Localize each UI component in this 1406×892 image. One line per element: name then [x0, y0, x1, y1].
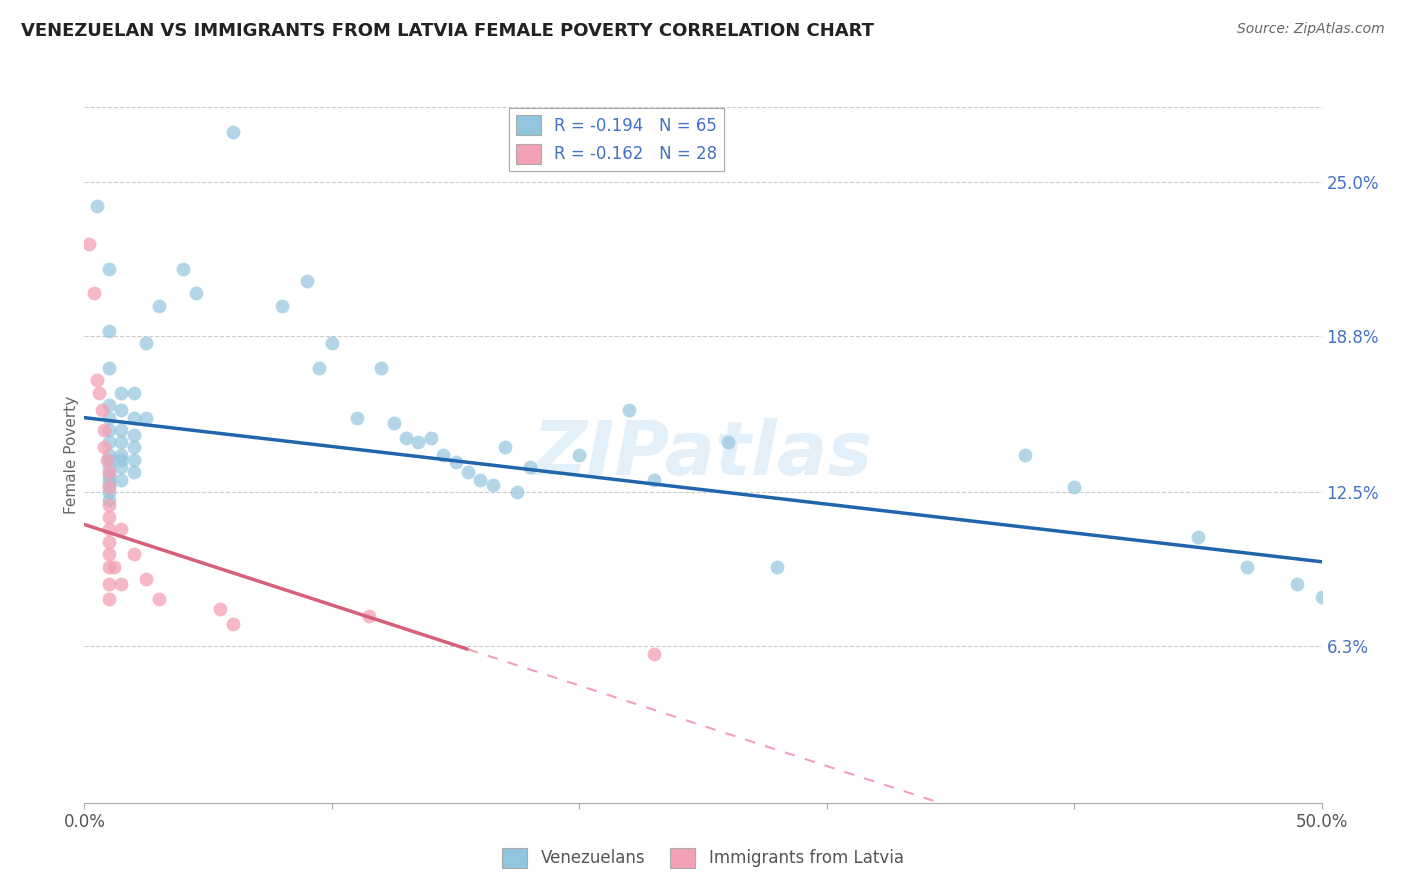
Point: [766, 559, 789, 574]
Point: [98, 435, 121, 450]
Point: [98, 453, 121, 467]
Point: [122, 453, 145, 467]
Point: [321, 336, 343, 351]
Text: Source: ZipAtlas.com: Source: ZipAtlas.com: [1237, 22, 1385, 37]
Point: [643, 647, 665, 661]
Point: [382, 416, 405, 430]
Point: [370, 361, 392, 376]
Point: [98, 559, 121, 574]
Text: ZIPatlas: ZIPatlas: [533, 418, 873, 491]
Point: [98, 466, 121, 480]
Point: [98, 510, 121, 524]
Point: [457, 466, 479, 480]
Point: [98, 480, 121, 494]
Point: [1014, 448, 1036, 462]
Point: [1063, 480, 1085, 494]
Point: [98, 410, 121, 425]
Legend: R = -0.194   N = 65, R = -0.162   N = 28: R = -0.194 N = 65, R = -0.162 N = 28: [509, 109, 724, 170]
Point: [122, 466, 145, 480]
Point: [122, 410, 145, 425]
Point: [135, 572, 157, 586]
Point: [172, 261, 194, 276]
Point: [110, 473, 132, 487]
Point: [419, 431, 441, 445]
Text: VENEZUELAN VS IMMIGRANTS FROM LATVIA FEMALE POVERTY CORRELATION CHART: VENEZUELAN VS IMMIGRANTS FROM LATVIA FEM…: [21, 22, 875, 40]
Point: [209, 602, 232, 616]
Y-axis label: Female Poverty: Female Poverty: [63, 396, 79, 514]
Point: [93, 441, 115, 455]
Point: [470, 473, 492, 487]
Point: [346, 410, 368, 425]
Point: [148, 299, 170, 313]
Point: [89, 385, 111, 400]
Point: [98, 535, 121, 549]
Point: [122, 385, 145, 400]
Point: [122, 441, 145, 455]
Point: [110, 435, 132, 450]
Point: [717, 435, 740, 450]
Point: [98, 261, 121, 276]
Point: [110, 453, 132, 467]
Point: [408, 435, 430, 450]
Point: [481, 477, 503, 491]
Point: [103, 559, 125, 574]
Point: [494, 441, 516, 455]
Point: [96, 453, 118, 467]
Point: [98, 577, 121, 591]
Point: [122, 547, 145, 561]
Point: [135, 410, 157, 425]
Point: [93, 423, 115, 437]
Point: [90, 403, 112, 417]
Point: [83, 286, 105, 301]
Point: [568, 448, 591, 462]
Point: [98, 547, 121, 561]
Point: [98, 523, 121, 537]
Point: [110, 385, 132, 400]
Point: [444, 455, 467, 469]
Point: [1187, 530, 1209, 544]
Point: [110, 403, 132, 417]
Point: [98, 423, 121, 437]
Point: [98, 498, 121, 512]
Point: [222, 125, 245, 139]
Point: [98, 324, 121, 338]
Point: [86, 373, 108, 387]
Point: [110, 448, 132, 462]
Point: [308, 361, 330, 376]
Point: [110, 423, 132, 437]
Point: [519, 460, 541, 475]
Point: [98, 448, 121, 462]
Point: [135, 336, 157, 351]
Point: [222, 616, 245, 631]
Point: [98, 460, 121, 475]
Point: [110, 523, 132, 537]
Point: [148, 592, 170, 607]
Point: [110, 460, 132, 475]
Point: [432, 448, 454, 462]
Point: [506, 485, 529, 500]
Point: [98, 467, 121, 482]
Point: [98, 485, 121, 500]
Point: [617, 403, 640, 417]
Legend: Venezuelans, Immigrants from Latvia: Venezuelans, Immigrants from Latvia: [496, 841, 910, 875]
Point: [1285, 577, 1308, 591]
Point: [110, 577, 132, 591]
Point: [184, 286, 207, 301]
Point: [98, 477, 121, 491]
Point: [122, 428, 145, 442]
Point: [98, 361, 121, 376]
Point: [295, 274, 318, 288]
Point: [1310, 590, 1333, 604]
Point: [98, 398, 121, 412]
Point: [395, 431, 418, 445]
Point: [79, 236, 101, 251]
Point: [357, 609, 380, 624]
Point: [643, 473, 665, 487]
Point: [98, 492, 121, 507]
Point: [86, 199, 108, 213]
Point: [271, 299, 294, 313]
Point: [1236, 559, 1258, 574]
Point: [98, 473, 121, 487]
Point: [98, 592, 121, 607]
